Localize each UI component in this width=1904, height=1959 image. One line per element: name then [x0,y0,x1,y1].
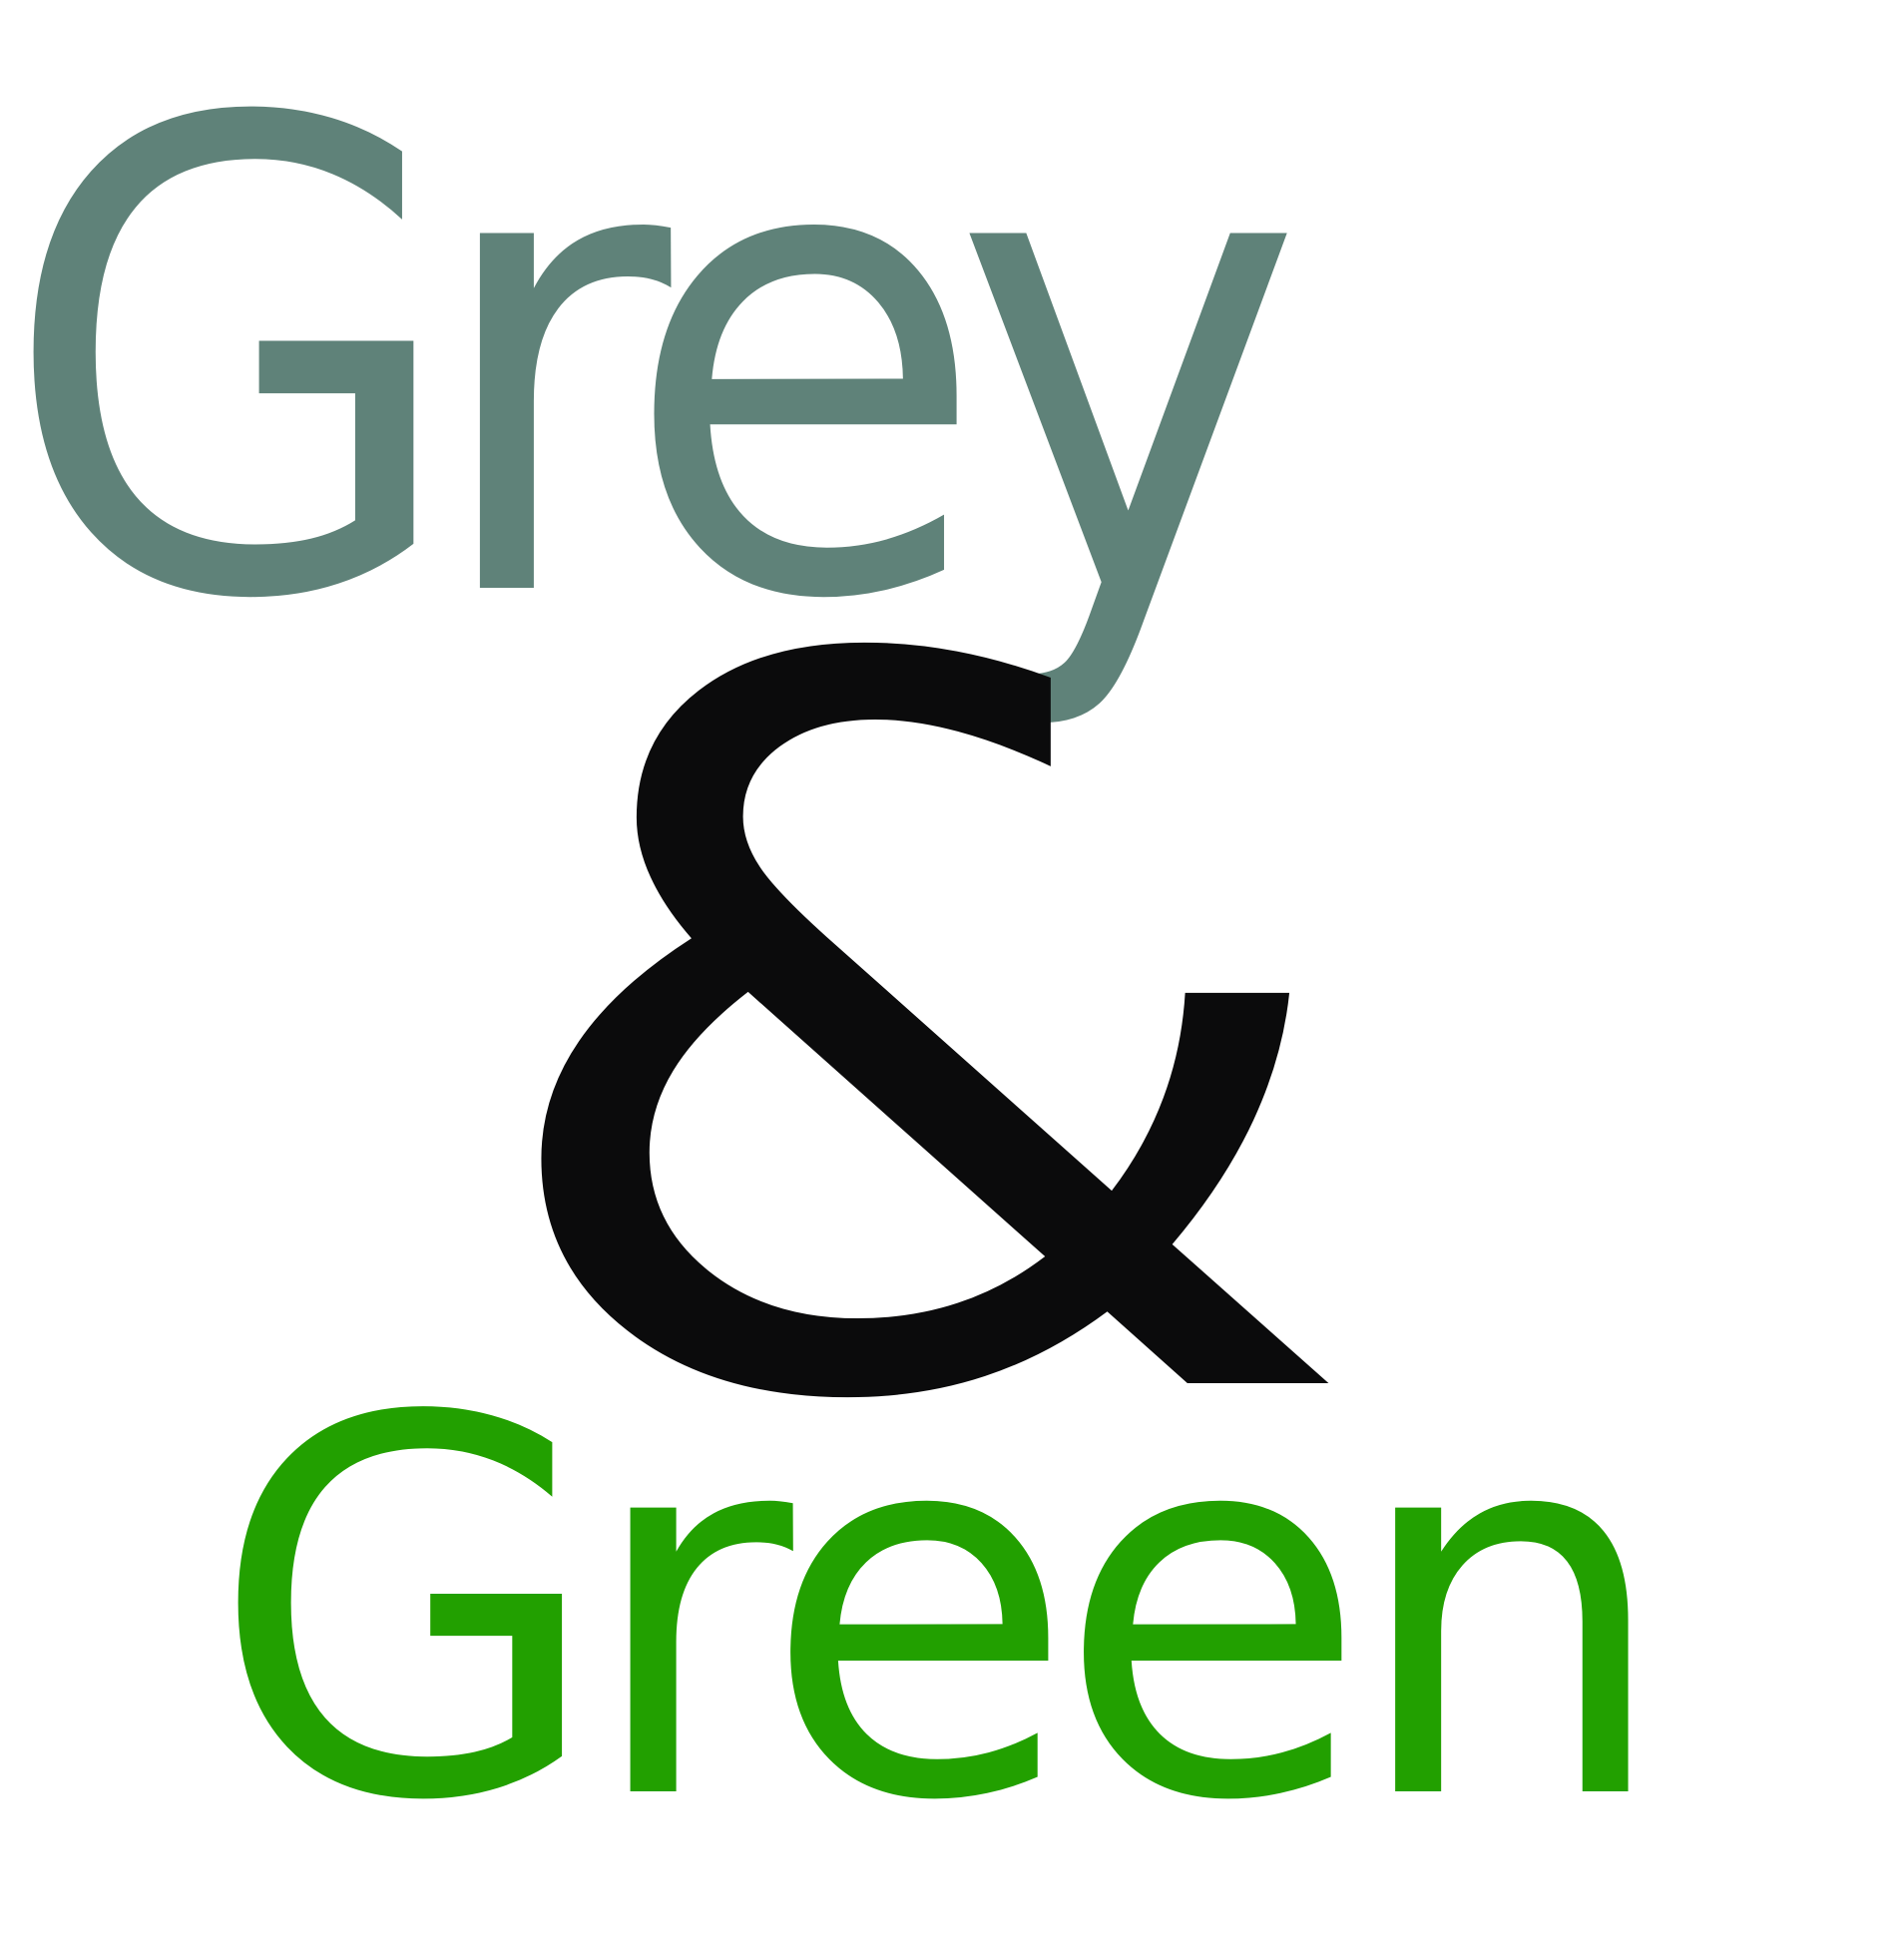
logo-word-green: Green [210,1309,1671,1914]
logo-word-grey: Grey [0,0,1305,741]
logo-ampersand: & [469,457,1364,1619]
